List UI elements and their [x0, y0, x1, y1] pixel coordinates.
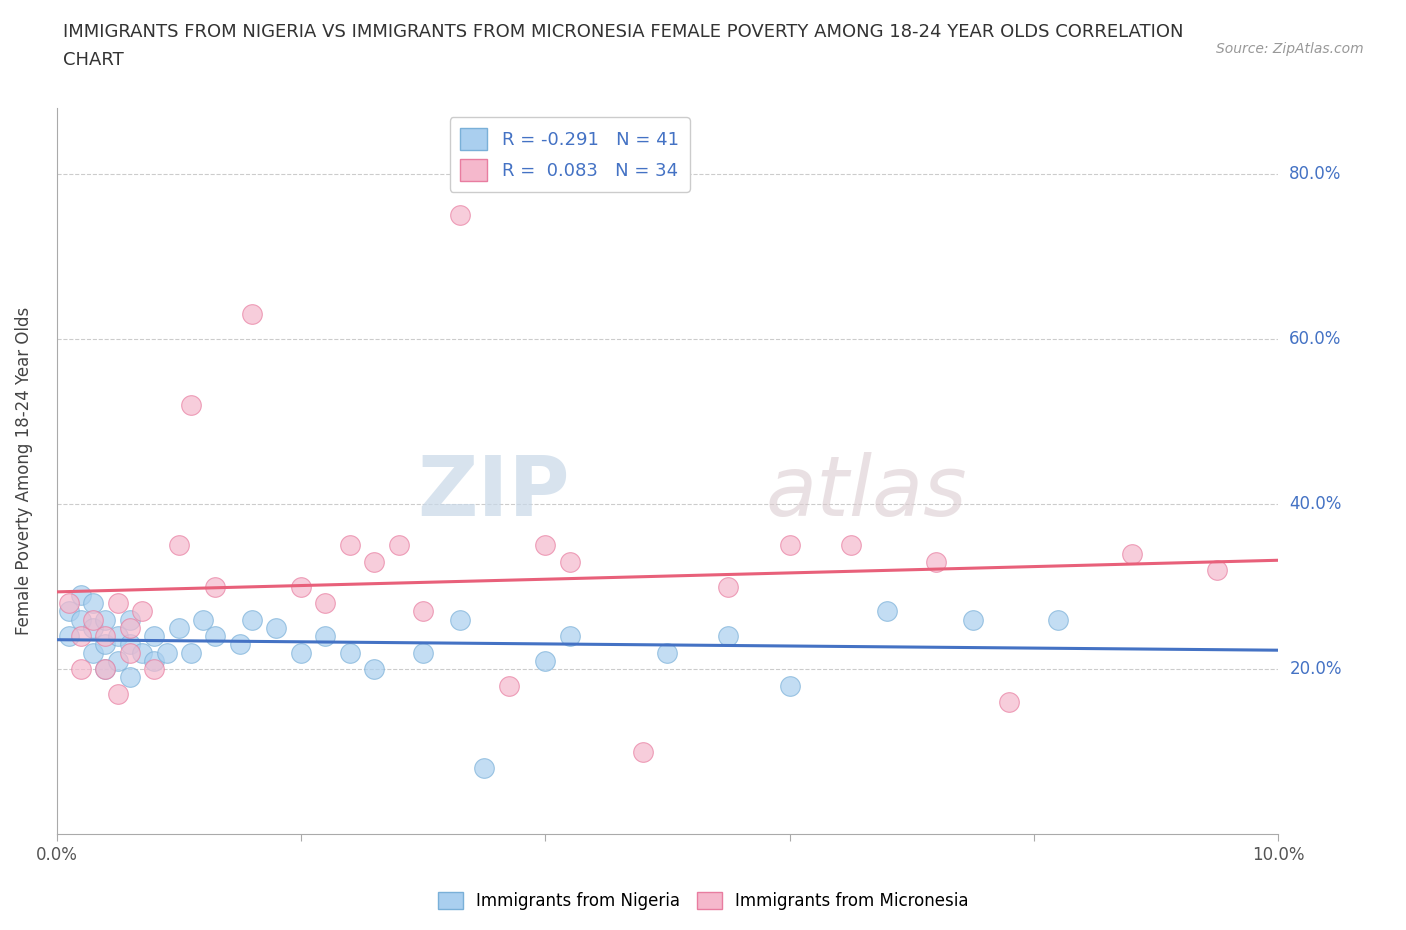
Point	[290, 645, 312, 660]
Text: 80.0%: 80.0%	[1289, 165, 1341, 183]
Point	[94, 661, 117, 676]
Point	[58, 604, 80, 618]
Point	[558, 629, 581, 644]
Point	[779, 538, 801, 552]
Point	[167, 538, 190, 552]
Point	[155, 645, 177, 660]
Point	[314, 629, 336, 644]
Point	[339, 645, 361, 660]
Point	[290, 579, 312, 594]
Point	[717, 579, 740, 594]
Point	[94, 612, 117, 627]
Point	[107, 686, 129, 701]
Point	[1047, 612, 1070, 627]
Point	[240, 612, 263, 627]
Point	[70, 612, 93, 627]
Point	[314, 595, 336, 610]
Y-axis label: Female Poverty Among 18-24 Year Olds: Female Poverty Among 18-24 Year Olds	[15, 307, 32, 635]
Point	[839, 538, 862, 552]
Point	[962, 612, 984, 627]
Point	[118, 670, 141, 684]
Point	[631, 744, 654, 759]
Point	[118, 645, 141, 660]
Point	[657, 645, 679, 660]
Point	[449, 612, 471, 627]
Point	[167, 620, 190, 635]
Point	[82, 595, 104, 610]
Point	[472, 761, 495, 776]
Point	[118, 637, 141, 652]
Text: atlas: atlas	[765, 452, 967, 533]
Point	[82, 612, 104, 627]
Point	[70, 629, 93, 644]
Point	[131, 604, 153, 618]
Point	[58, 595, 80, 610]
Point	[240, 307, 263, 322]
Point	[876, 604, 898, 618]
Point	[94, 661, 117, 676]
Point	[412, 645, 434, 660]
Text: CHART: CHART	[63, 51, 124, 69]
Text: IMMIGRANTS FROM NIGERIA VS IMMIGRANTS FROM MICRONESIA FEMALE POVERTY AMONG 18-24: IMMIGRANTS FROM NIGERIA VS IMMIGRANTS FR…	[63, 23, 1184, 41]
Point	[412, 604, 434, 618]
Point	[193, 612, 215, 627]
Point	[998, 695, 1021, 710]
Point	[118, 612, 141, 627]
Point	[94, 629, 117, 644]
Point	[925, 554, 948, 569]
Point	[58, 629, 80, 644]
Point	[1206, 563, 1229, 578]
Point	[717, 629, 740, 644]
Point	[82, 645, 104, 660]
Point	[498, 678, 520, 693]
Point	[82, 620, 104, 635]
Point	[388, 538, 411, 552]
Point	[339, 538, 361, 552]
Point	[558, 554, 581, 569]
Point	[266, 620, 288, 635]
Text: 20.0%: 20.0%	[1289, 660, 1341, 678]
Point	[779, 678, 801, 693]
Point	[107, 629, 129, 644]
Point	[143, 629, 166, 644]
Text: 60.0%: 60.0%	[1289, 330, 1341, 348]
Point	[70, 661, 93, 676]
Point	[118, 620, 141, 635]
Point	[70, 588, 93, 603]
Point	[131, 645, 153, 660]
Point	[107, 595, 129, 610]
Point	[107, 654, 129, 669]
Text: Source: ZipAtlas.com: Source: ZipAtlas.com	[1216, 42, 1364, 56]
Point	[363, 554, 385, 569]
Point	[449, 207, 471, 222]
Point	[143, 654, 166, 669]
Point	[534, 654, 557, 669]
Point	[180, 645, 202, 660]
Point	[143, 661, 166, 676]
Legend: Immigrants from Nigeria, Immigrants from Micronesia: Immigrants from Nigeria, Immigrants from…	[430, 885, 976, 917]
Point	[363, 661, 385, 676]
Text: ZIP: ZIP	[418, 452, 569, 533]
Point	[534, 538, 557, 552]
Point	[204, 579, 226, 594]
Point	[229, 637, 252, 652]
Point	[180, 398, 202, 413]
Legend: R = -0.291   N = 41, R =  0.083   N = 34: R = -0.291 N = 41, R = 0.083 N = 34	[450, 117, 690, 192]
Point	[204, 629, 226, 644]
Point	[94, 637, 117, 652]
Point	[1121, 546, 1143, 561]
Text: 40.0%: 40.0%	[1289, 495, 1341, 513]
